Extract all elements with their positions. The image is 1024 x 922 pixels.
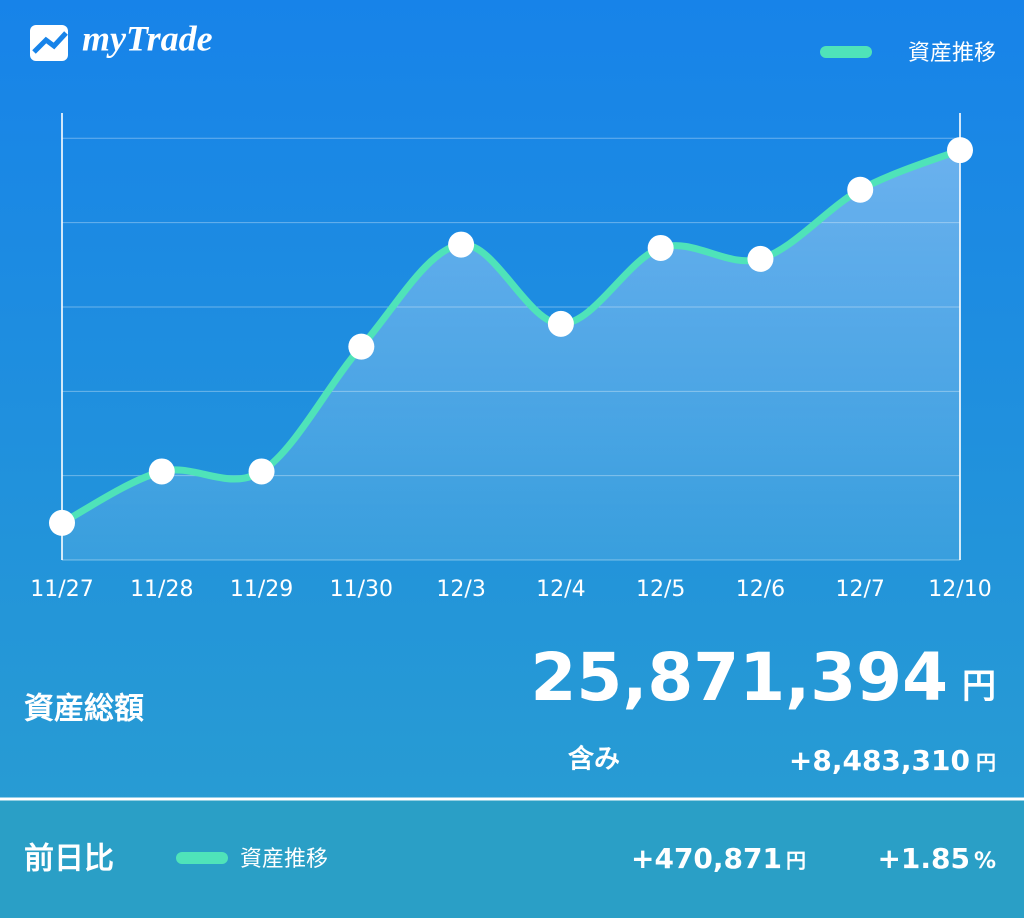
total-label: 資産総額	[24, 692, 144, 727]
unrealized-unit: 円	[976, 751, 996, 775]
daily-legend: 資産推移	[240, 847, 328, 872]
x-tick-label: 11/27	[30, 577, 93, 602]
point	[547, 310, 574, 337]
point	[448, 231, 475, 258]
daily-amount: +470,871	[631, 842, 782, 875]
x-tick-label: 12/6	[736, 577, 785, 602]
area	[62, 150, 960, 560]
total-unit: 円	[962, 667, 996, 707]
x-tick-label: 11/30	[330, 577, 393, 602]
x-tick-label: 12/10	[928, 577, 991, 602]
point	[647, 234, 674, 261]
point	[348, 333, 375, 360]
x-tick-label: 12/3	[436, 577, 485, 602]
total-amount: 25,871,394	[530, 639, 948, 716]
x-tick-label: 11/29	[230, 577, 293, 602]
daily-percent-unit: %	[974, 849, 996, 874]
series-line	[60, 146, 962, 527]
x-tick-label: 12/4	[536, 577, 585, 602]
unrealized-label: 含み	[568, 744, 620, 775]
logo: myTrade	[82, 18, 213, 58]
x-tick-label: 12/5	[636, 577, 685, 602]
logo-icon	[30, 25, 68, 61]
x-tick-label: 11/28	[130, 577, 193, 602]
daily-unit: 円	[786, 849, 806, 873]
point	[747, 245, 774, 272]
point	[248, 458, 275, 485]
bottom-band	[0, 800, 1024, 918]
point	[148, 458, 175, 485]
point	[49, 509, 75, 536]
unrealized-amount: +8,483,310	[789, 744, 970, 777]
legend-label: 資産推移	[908, 41, 996, 66]
point	[947, 137, 973, 164]
daily-percent: +1.85	[877, 842, 970, 875]
x-tick-label: 12/7	[836, 577, 885, 602]
point	[847, 176, 874, 203]
daily-label: 前日比	[24, 842, 114, 877]
